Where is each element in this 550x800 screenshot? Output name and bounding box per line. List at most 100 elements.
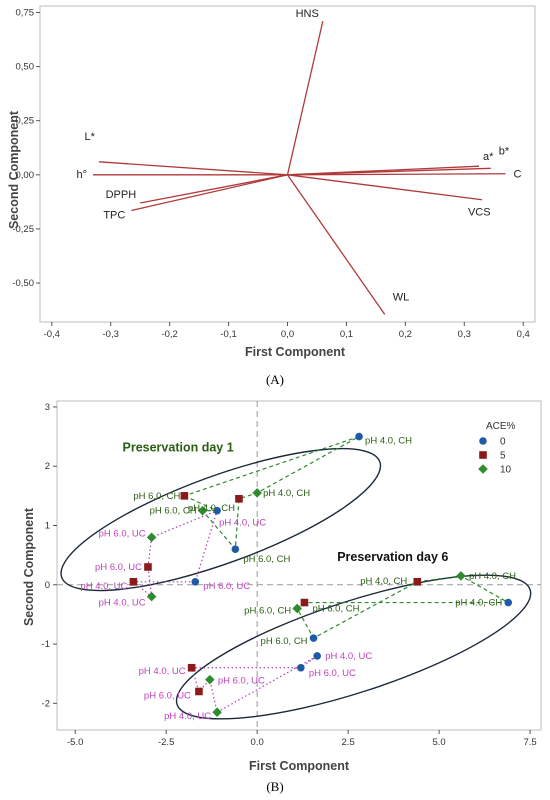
point-label: pH 4.0, CH [455,598,502,609]
point-label: pH 4.0, UC [99,598,146,609]
x-tick-label: -0,1 [220,329,236,340]
loading-plot: -0,4 -0,3 -0,2 -0,1 0,0 0,1 0,2 0,3 0,4 -0,50 -0,2… [7,5,536,359]
point-label: pH 6.0, CH [261,636,308,647]
vector-label: TPC [103,210,125,222]
group-ellipse [175,574,532,720]
legend-marker [478,464,488,474]
group-title: Preservation day 6 [337,550,448,564]
vector-label: VCS [468,207,491,219]
point-label: pH 6.0, UC [99,528,146,539]
loading-vector [287,167,491,176]
vector-label: C [514,169,522,181]
x-tick-label: -0,4 [44,329,60,340]
legend-label: 0 [500,437,506,448]
data-point [191,578,200,586]
data-point [309,634,318,642]
y-tick-label: -0,50 [12,278,34,289]
x-tick-label: -0,2 [161,329,177,340]
y-tick-label: 1 [45,520,50,531]
x-tick-label: -0,3 [103,329,119,340]
data-point [146,532,157,543]
point-label: pH 4.0, CH [263,488,310,499]
x-tick-label: 0.0 [251,737,264,748]
data-point [413,578,422,586]
data-point [235,495,243,503]
point-label: pH 6.0, UC [203,581,250,592]
y-axis-label: Second Component [7,110,21,229]
legend-label: 5 [500,451,506,462]
point-label: pH 6.0, CH [243,554,290,565]
caption-a: (A) [266,372,284,387]
group-ellipse [60,447,382,592]
y-tick-label: 2 [45,461,50,472]
data-point [504,598,513,607]
x-tick-label: 0,1 [340,329,353,340]
point-label: pH 6.0, CH [133,491,180,502]
plot-frame-a [39,5,536,323]
x-tick-label: 0,3 [458,329,471,340]
legend-title: ACE% [486,421,516,432]
point-label: pH 4.0, CH [188,503,235,514]
data-point [213,506,221,515]
data-point [313,652,321,660]
point-label: pH 6.0, CH [244,605,291,616]
point-label: pH 6.0, UC [218,676,265,687]
data-point [231,545,240,553]
group-title: Preservation day 1 [123,440,234,454]
x-tick-label: -5.0 [67,737,83,748]
data-point [146,591,157,602]
point-label: pH 4.0, UC [164,711,211,722]
point-label: pH 6.0, UC [95,562,142,573]
data-point [180,492,189,500]
point-label: pH 4.0, UC [325,651,372,662]
point-label: pH 4.0, UC [219,518,266,529]
legend-marker [479,451,487,459]
point-label: pH 4.0, CH [365,436,412,447]
y-tick-label: 0,50 [16,62,35,73]
data-point [300,598,309,607]
loading-vector [286,174,386,315]
data-point [129,578,138,586]
loading-vector [98,161,288,176]
data-point [297,663,305,672]
vector-label: WL [393,291,410,303]
point-label: pH 6.0, CH [150,506,197,517]
y-tick-label: -0,25 [12,224,34,235]
data-point [197,505,208,516]
y-tick-label: 0 [45,580,50,591]
data-point [187,663,196,672]
vector-label: L* [85,131,96,143]
caption-b: (B) [266,779,283,794]
point-label: pH 4.0, CH [469,571,516,582]
legend-marker [479,437,487,445]
y-tick-label: 0,75 [16,7,35,18]
loading-vector [140,174,288,204]
x-tick-label: 2.5 [342,737,355,748]
data-point [456,571,466,581]
vector-label: DPPH [106,189,137,201]
data-point [252,488,262,498]
y-tick-label: -1 [42,639,50,650]
x-tick-label: 0,2 [399,329,412,340]
plot-frame-b [56,400,542,731]
data-point [144,563,152,571]
y-tick-label: -2 [42,698,50,709]
x-tick-label: 7.5 [523,737,536,748]
data-point [205,674,215,685]
point-label: pH 6.0, CH [312,604,359,615]
vector-label: b* [499,145,510,157]
x-tick-label: -2.5 [158,737,174,748]
data-point [292,603,302,614]
point-label: pH 4.0, UC [80,581,127,592]
y-tick-label: 0,00 [16,170,35,181]
x-tick-label: 5.0 [432,737,445,748]
x-tick-label: 0,0 [281,329,294,340]
data-point [195,687,203,696]
y-tick-label: 3 [45,402,50,413]
y-axis-label: Second Component [22,507,36,626]
loading-vector [131,174,288,212]
loading-vector [286,21,324,175]
point-label: pH 4.0, CH [360,576,407,587]
data-point [355,432,363,441]
